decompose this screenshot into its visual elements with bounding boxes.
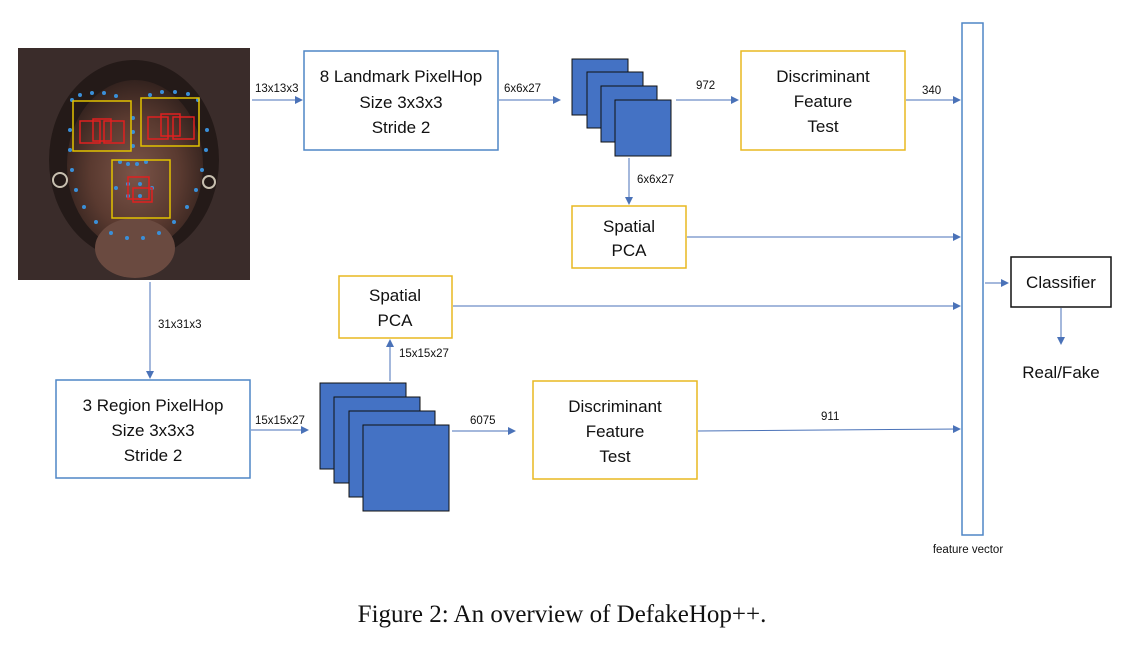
feature-vector-bar: feature vector [933, 22, 1003, 556]
label-input-top: 13x13x3 [255, 83, 298, 95]
label-bottom-pca-in: 15x15x27 [399, 348, 449, 360]
svg-text:3 Region PixelHop: 3 Region PixelHop [83, 396, 224, 415]
svg-text:Test: Test [599, 447, 630, 466]
label-bottom-flat: 6075 [470, 415, 496, 427]
landmark-region-boxes [72, 97, 200, 219]
arrow-cubes-to-pca-top: 6x6x27 [625, 158, 674, 205]
label-bottom-dft-out: 911 [821, 411, 839, 423]
svg-text:Size 3x3x3: Size 3x3x3 [359, 93, 442, 112]
landmark-pixelhop-box: 8 Landmark PixelHop Size 3x3x3 Stride 2 [303, 50, 499, 151]
arrow-region-to-cubes: 15x15x27 [251, 415, 309, 434]
arrow-cubes-to-pca-bottom: 15x15x27 [386, 339, 449, 381]
classifier-box: Classifier [1010, 256, 1112, 308]
arrow-dft-bottom-to-vector: 911 [697, 411, 961, 434]
svg-text:Stride 2: Stride 2 [372, 118, 431, 137]
region-pixelhop-box: 3 Region PixelHop Size 3x3x3 Stride 2 [55, 379, 251, 479]
svg-text:Stride 2: Stride 2 [124, 446, 183, 465]
svg-text:Spatial: Spatial [603, 217, 655, 236]
svg-text:PCA: PCA [612, 241, 648, 260]
feature-cubes-top [571, 58, 672, 157]
label-top-pca-in: 6x6x27 [637, 174, 674, 186]
dft-bottom-box: Discriminant Feature Test [532, 380, 698, 480]
landmark-dots-icon [68, 90, 209, 240]
label-top-flat: 972 [696, 80, 715, 92]
landmark-patch-boxes [79, 113, 195, 203]
arrow-cubes-to-dft-bottom: 6075 [452, 415, 516, 435]
label-top-dft-out: 340 [922, 85, 941, 97]
svg-text:Feature: Feature [586, 422, 645, 441]
label-feature-vector: feature vector [933, 544, 1003, 556]
face-image [18, 48, 250, 280]
arrow-landmark-to-cubes: 6x6x27 [499, 83, 561, 104]
feature-cubes-bottom [319, 382, 450, 512]
svg-text:Size 3x3x3: Size 3x3x3 [111, 421, 194, 440]
arrow-face-to-region: 31x31x3 [146, 282, 201, 379]
svg-text:Discriminant: Discriminant [568, 397, 662, 416]
label-region-out: 15x15x27 [255, 415, 305, 427]
pca-bottom-box: Spatial PCA [338, 275, 453, 339]
svg-text:Classifier: Classifier [1026, 273, 1096, 292]
svg-text:8 Landmark PixelHop: 8 Landmark PixelHop [320, 67, 483, 86]
label-landmark-out: 6x6x27 [504, 83, 541, 95]
pca-top-box: Spatial PCA [571, 205, 687, 269]
dft-top-box: Discriminant Feature Test [740, 50, 906, 151]
arrow-face-to-landmark: 13x13x3 [252, 83, 303, 104]
arrow-cubes-to-dft-top: 972 [676, 80, 739, 104]
svg-text:Discriminant: Discriminant [776, 67, 870, 86]
label-input-region: 31x31x3 [158, 319, 201, 331]
svg-text:PCA: PCA [378, 311, 414, 330]
output-label: Real/Fake [1022, 363, 1099, 382]
figure-caption: Figure 2: An overview of DefakeHop++. [358, 601, 767, 628]
arrow-dft-top-to-vector: 340 [906, 85, 961, 104]
svg-text:Spatial: Spatial [369, 286, 421, 305]
svg-text:Feature: Feature [794, 92, 853, 111]
svg-text:Test: Test [807, 117, 838, 136]
